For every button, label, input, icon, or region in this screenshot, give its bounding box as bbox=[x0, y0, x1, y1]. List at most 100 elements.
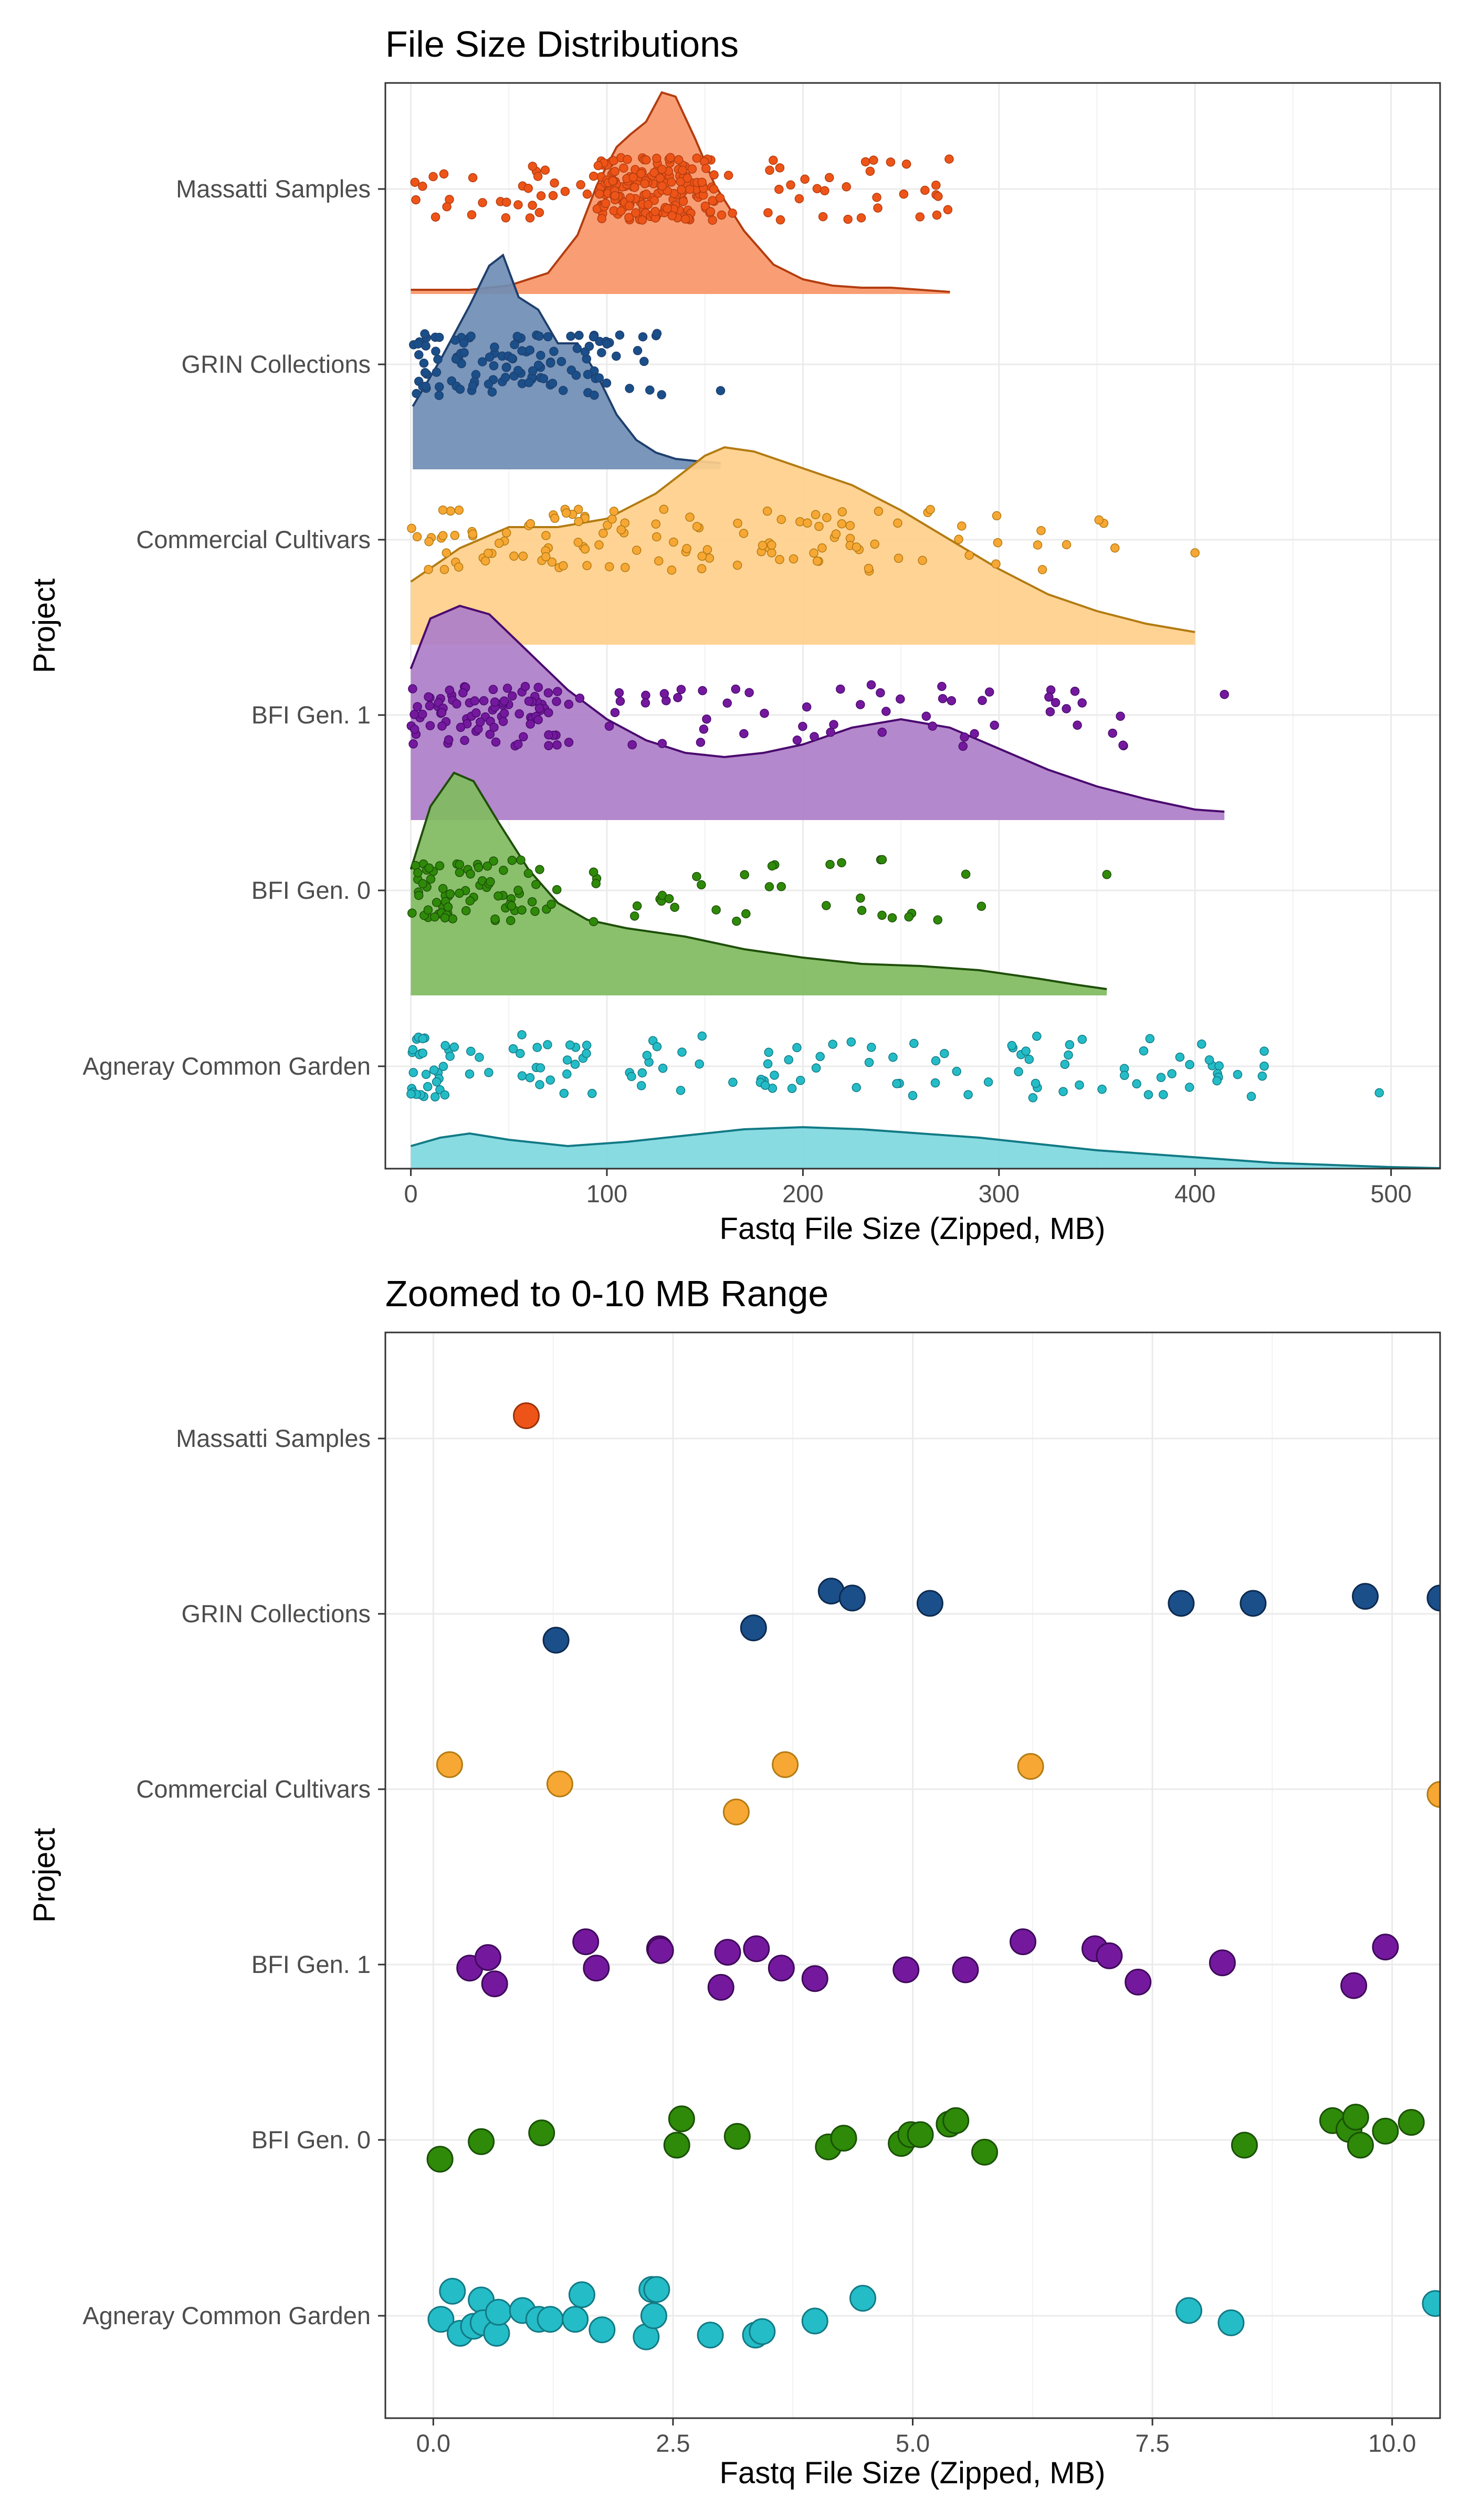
raincloud-point bbox=[860, 157, 870, 166]
raincloud-point bbox=[857, 906, 867, 915]
raincloud-point bbox=[1220, 689, 1229, 699]
raincloud-point bbox=[412, 388, 421, 398]
raincloud-point bbox=[659, 505, 669, 514]
raincloud-point bbox=[649, 167, 659, 177]
raincloud-point bbox=[792, 1043, 802, 1053]
raincloud-point bbox=[873, 203, 883, 213]
scatter-point bbox=[439, 2277, 466, 2305]
raincloud-point bbox=[1110, 543, 1120, 553]
raincloud-point bbox=[701, 164, 711, 173]
raincloud-point bbox=[960, 732, 969, 742]
raincloud-point bbox=[455, 868, 465, 877]
top-series-layer bbox=[406, 91, 1440, 1169]
bottom-series-layer bbox=[426, 1402, 1440, 2350]
raincloud-point bbox=[1062, 704, 1071, 713]
raincloud-point bbox=[438, 531, 448, 540]
raincloud-point bbox=[582, 1048, 591, 1058]
raincloud-point bbox=[765, 165, 774, 175]
raincloud-point bbox=[559, 1088, 569, 1098]
raincloud-point bbox=[474, 863, 484, 873]
raincloud-point bbox=[533, 172, 543, 181]
raincloud-point bbox=[485, 729, 495, 739]
raincloud-point bbox=[526, 519, 536, 529]
series-massatti-samples bbox=[410, 91, 954, 294]
raincloud-point bbox=[642, 1051, 652, 1060]
raincloud-point bbox=[697, 1031, 707, 1041]
scatter-point bbox=[707, 1973, 734, 2001]
raincloud-point bbox=[667, 177, 676, 187]
raincloud-point bbox=[430, 912, 439, 922]
raincloud-point bbox=[786, 180, 795, 190]
raincloud-point bbox=[937, 681, 947, 691]
raincloud-point bbox=[624, 213, 634, 223]
raincloud-point bbox=[739, 729, 749, 739]
scatter-point bbox=[772, 1751, 799, 1778]
scatter-point bbox=[830, 2125, 857, 2152]
raincloud-point bbox=[408, 1068, 418, 1077]
raincloud-point bbox=[470, 696, 480, 706]
density-line-bfi-gen-1 bbox=[410, 604, 1225, 813]
raincloud-point bbox=[836, 684, 845, 694]
raincloud-point bbox=[609, 507, 619, 516]
scatter-point bbox=[546, 1770, 573, 1798]
raincloud-point bbox=[507, 856, 517, 865]
scatter-point bbox=[1175, 2297, 1202, 2324]
raincloud-point bbox=[1185, 1060, 1194, 1069]
raincloud-point bbox=[678, 165, 687, 175]
raincloud-point bbox=[597, 214, 607, 224]
raincloud-point bbox=[1167, 1069, 1177, 1078]
raincloud-point bbox=[706, 207, 716, 216]
raincloud-point bbox=[480, 556, 490, 566]
raincloud-point bbox=[494, 539, 504, 548]
raincloud-point bbox=[957, 521, 967, 531]
density-line-massatti-samples bbox=[411, 91, 950, 293]
raincloud-point bbox=[440, 1090, 450, 1100]
raincloud-point bbox=[680, 214, 690, 224]
raincloud-point bbox=[517, 905, 527, 915]
series-grin-collections bbox=[409, 253, 726, 469]
x-tick-label: 100 bbox=[586, 1180, 627, 1208]
raincloud-point bbox=[663, 204, 672, 214]
y-tick-label-massatti-samples: Massatti Samples bbox=[176, 175, 371, 203]
raincloud-point bbox=[570, 1059, 580, 1069]
bottom-x-axis: 0.0 2.5 5.0 7.5 10.0 bbox=[416, 2418, 1416, 2457]
raincloud-point bbox=[1190, 548, 1200, 558]
raincloud-point bbox=[775, 163, 785, 173]
raincloud-point bbox=[566, 331, 575, 341]
raincloud-point bbox=[787, 1084, 797, 1094]
raincloud-point bbox=[1259, 1061, 1269, 1071]
raincloud-point bbox=[822, 513, 832, 522]
raincloud-point bbox=[501, 363, 511, 372]
raincloud-point bbox=[892, 1079, 901, 1088]
raincloud-point bbox=[439, 565, 449, 574]
raincloud-point bbox=[1156, 1073, 1166, 1083]
raincloud-point bbox=[632, 901, 642, 911]
raincloud-point bbox=[809, 548, 818, 558]
raincloud-point bbox=[442, 202, 452, 212]
raincloud-point bbox=[587, 1089, 597, 1098]
raincloud-point bbox=[520, 681, 530, 691]
y-tick-label-commercial-cultivars: Commercial Cultivars bbox=[136, 526, 371, 553]
scatter-point bbox=[743, 1935, 770, 1962]
raincloud-point bbox=[877, 855, 887, 865]
raincloud-point bbox=[842, 182, 851, 192]
raincloud-point bbox=[685, 512, 695, 522]
raincloud-point bbox=[559, 561, 568, 571]
raincloud-point bbox=[484, 379, 494, 389]
raincloud-point bbox=[452, 699, 461, 709]
scatter-point bbox=[849, 2285, 876, 2312]
raincloud-point bbox=[612, 351, 621, 361]
raincloud-point bbox=[915, 212, 925, 222]
raincloud-point bbox=[810, 732, 819, 741]
raincloud-point bbox=[678, 197, 688, 206]
raincloud-point bbox=[507, 901, 517, 911]
raincloud-point bbox=[631, 208, 640, 218]
raincloud-point bbox=[489, 361, 499, 371]
raincloud-point bbox=[424, 564, 433, 574]
y-tick-label-bfi-gen-0: BFI Gen. 0 bbox=[251, 2126, 371, 2154]
x-tick-label: 200 bbox=[782, 1180, 823, 1208]
raincloud-point bbox=[558, 385, 568, 395]
top-x-axis-title: Fastq File Size (Zipped, MB) bbox=[720, 1212, 1106, 1246]
raincloud-point bbox=[800, 174, 810, 184]
raincloud-point bbox=[418, 182, 427, 191]
